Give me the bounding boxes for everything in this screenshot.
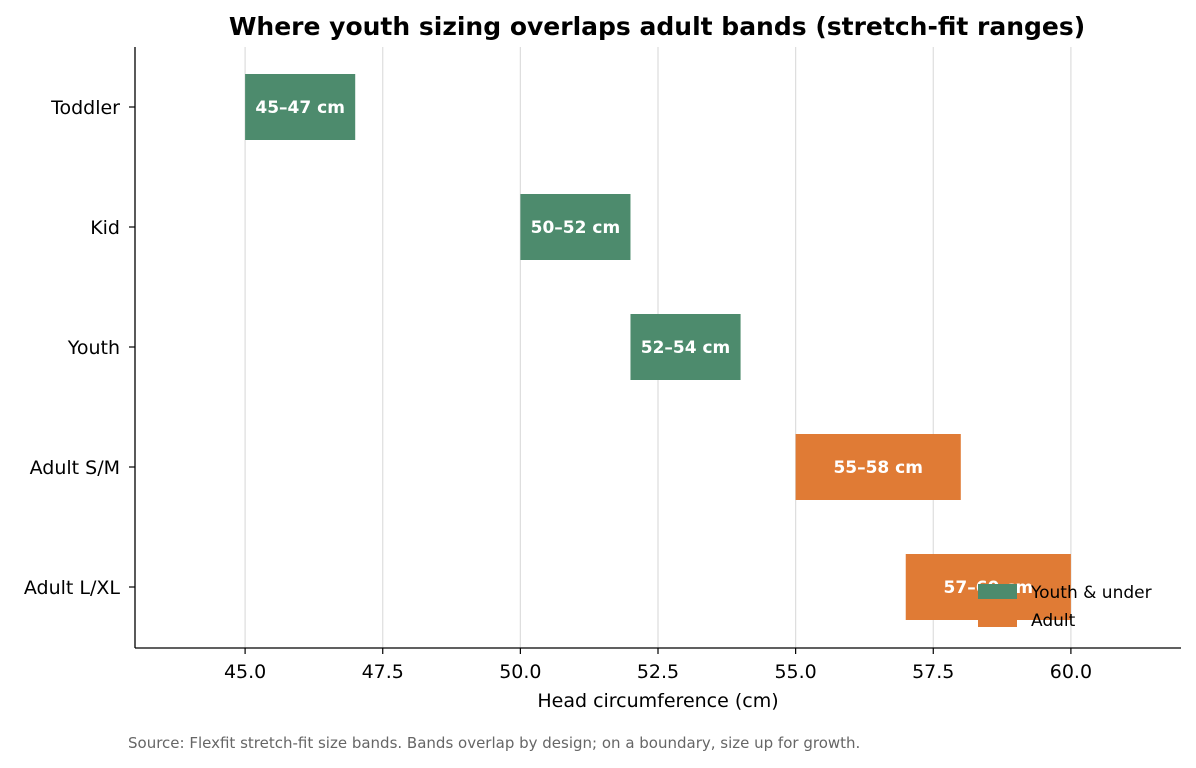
y-tick-label: Adult L/XL [24, 577, 121, 599]
x-tick-label: 52.5 [637, 661, 679, 683]
bar-data-label: 45–47 cm [255, 98, 345, 118]
y-tick-label: Adult S/M [30, 457, 120, 479]
y-tick-label: Kid [90, 217, 120, 239]
range-bar [795, 434, 961, 500]
x-tick-label: 50.0 [499, 661, 541, 683]
x-ticks: 45.0 47.5 50.0 52.5 55.0 57.5 60.0 [224, 648, 1092, 683]
y-tick-label: Youth [67, 337, 120, 359]
range-bar [630, 314, 741, 380]
bar-data-label: 50–52 cm [531, 218, 621, 238]
range-bar [520, 194, 631, 260]
source-note: Source: Flexfit stretch-fit size bands. … [128, 734, 861, 752]
y-tick-label: Toddler [50, 97, 120, 119]
legend: Youth & under Adult [978, 583, 1152, 631]
vertical-grid [244, 47, 1072, 648]
range-bar [245, 74, 356, 140]
legend-label: Youth & under [1030, 583, 1152, 603]
x-axis-label: Head circumference (cm) [537, 690, 778, 712]
x-tick-label: 47.5 [362, 661, 404, 683]
bar-data-label: 52–54 cm [641, 338, 731, 358]
legend-swatch [978, 612, 1017, 627]
x-tick-label: 60.0 [1050, 661, 1092, 683]
x-tick-label: 45.0 [224, 661, 266, 683]
x-tick-label: 55.0 [774, 661, 816, 683]
legend-swatch [978, 584, 1017, 599]
legend-label: Adult [1031, 611, 1076, 631]
y-ticks: Toddler Kid Youth Adult S/M Adult L/XL [24, 97, 135, 599]
bar-data-label: 55–58 cm [833, 458, 923, 478]
chart-title: Where youth sizing overlaps adult bands … [229, 12, 1085, 41]
x-tick-label: 57.5 [912, 661, 954, 683]
